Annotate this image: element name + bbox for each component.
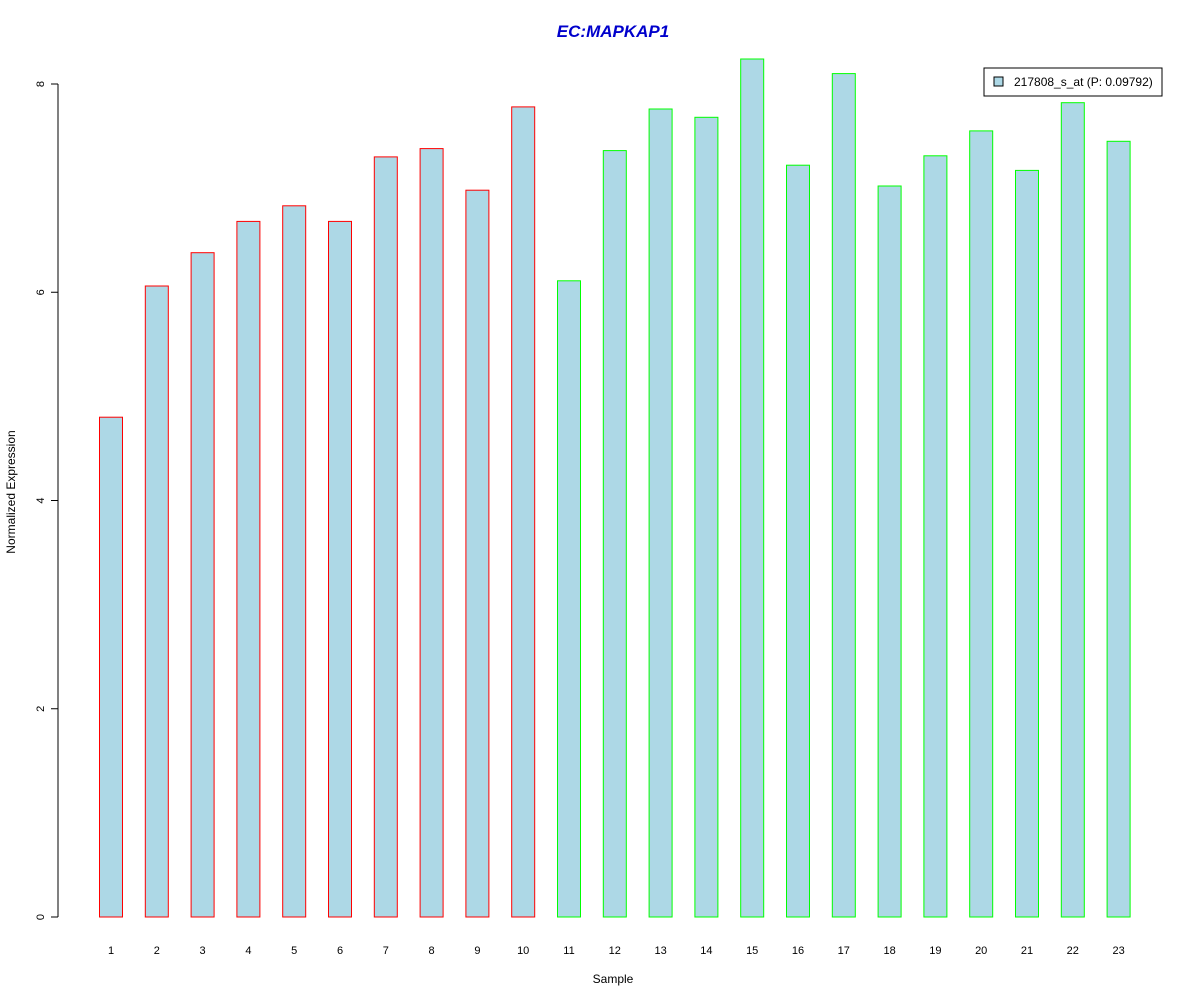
bar-sample-16 bbox=[786, 164, 810, 918]
bar-sample-20 bbox=[969, 130, 994, 918]
bar-sample-5 bbox=[282, 205, 307, 918]
x-tick-label: 8 bbox=[429, 945, 435, 957]
bar-sample-12 bbox=[602, 150, 627, 918]
x-tick-label: 2 bbox=[154, 945, 160, 957]
bar-sample-13 bbox=[648, 108, 673, 918]
x-tick-label: 22 bbox=[1067, 945, 1079, 957]
x-tick-label: 11 bbox=[563, 945, 574, 957]
x-tick-label: 6 bbox=[337, 945, 343, 957]
bar-sample-2 bbox=[144, 285, 169, 918]
chart-title: EC:MAPKAP1 bbox=[557, 22, 669, 41]
bar-sample-19 bbox=[923, 155, 948, 918]
x-tick-label: 23 bbox=[1112, 945, 1124, 957]
y-tick-label: 6 bbox=[35, 289, 47, 295]
bar-sample-22 bbox=[1060, 102, 1085, 918]
bar-sample-18 bbox=[877, 185, 902, 918]
bar-sample-21 bbox=[1015, 169, 1039, 918]
x-tick-label: 17 bbox=[838, 945, 850, 957]
x-tick-label: 10 bbox=[517, 945, 529, 957]
x-tick-label: 15 bbox=[746, 945, 758, 957]
legend: 217808_s_at (P: 0.09792) bbox=[983, 67, 1163, 97]
bar-sample-7 bbox=[373, 156, 398, 918]
bar-sample-1 bbox=[99, 416, 123, 918]
bar-sample-9 bbox=[465, 189, 490, 918]
legend-box bbox=[983, 67, 1163, 97]
bar-sample-15 bbox=[740, 58, 765, 918]
x-tick-label: 21 bbox=[1021, 945, 1033, 957]
y-tick-label: 0 bbox=[35, 914, 47, 920]
legend-swatch bbox=[993, 76, 1004, 87]
bar-sample-4 bbox=[236, 220, 261, 918]
y-tick-label: 8 bbox=[35, 81, 47, 87]
bar-sample-8 bbox=[419, 148, 444, 918]
bar-sample-11 bbox=[557, 280, 581, 918]
legend-entry: 217808_s_at (P: 0.09792) bbox=[1014, 75, 1153, 89]
bar-sample-17 bbox=[831, 73, 856, 918]
x-tick-label: 19 bbox=[929, 945, 941, 957]
x-axis-tick-labels: 1 2 3 4 5 6 7 8 9 10 11 12 13 14 15 16 17 18 19 20 21 22 23 bbox=[108, 945, 1125, 957]
bar-sample-3 bbox=[190, 252, 215, 918]
x-tick-label: 16 bbox=[792, 945, 804, 957]
x-tick-label: 13 bbox=[654, 945, 666, 957]
y-axis: 0 2 4 6 8 bbox=[35, 81, 59, 920]
x-tick-label: 12 bbox=[609, 945, 621, 957]
x-tick-label: 20 bbox=[975, 945, 987, 957]
x-tick-label: 14 bbox=[700, 945, 712, 957]
bar-sample-10 bbox=[511, 106, 536, 918]
x-tick-label: 9 bbox=[474, 945, 480, 957]
bar-sample-6 bbox=[328, 220, 352, 918]
y-axis-label: Normalized Expression bbox=[4, 430, 18, 553]
x-axis-label: Sample bbox=[593, 972, 634, 986]
y-tick-label: 4 bbox=[35, 497, 47, 503]
bars bbox=[99, 58, 1131, 918]
x-tick-label: 7 bbox=[383, 945, 389, 957]
y-tick-label: 2 bbox=[35, 706, 47, 712]
bar-sample-14 bbox=[694, 116, 719, 918]
x-tick-label: 3 bbox=[200, 945, 206, 957]
x-tick-label: 4 bbox=[245, 945, 251, 957]
x-tick-label: 1 bbox=[108, 945, 114, 957]
x-tick-label: 5 bbox=[291, 945, 297, 957]
x-tick-label: 18 bbox=[883, 945, 895, 957]
bar-sample-23 bbox=[1106, 140, 1131, 918]
